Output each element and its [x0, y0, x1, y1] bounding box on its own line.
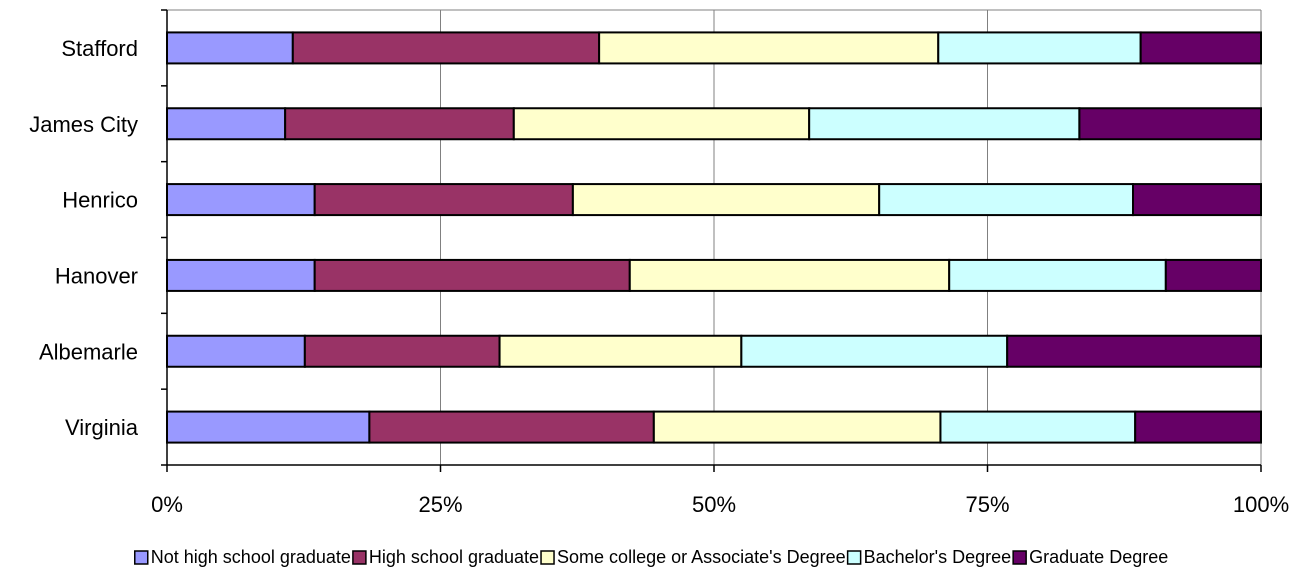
category-labels: Stafford James City Henrico Hanover Albemarl…	[29, 36, 139, 440]
legend-label: Graduate Degree	[1029, 547, 1168, 567]
category-label: Hanover	[55, 263, 138, 288]
x-tick-labels: 0% 25% 50% 75% 100%	[151, 492, 1289, 517]
bars	[166, 31, 1263, 444]
bar-segment	[1078, 107, 1262, 141]
bar-segment	[166, 183, 316, 217]
category-label: Virginia	[65, 415, 139, 440]
bar-segment	[166, 334, 306, 368]
legend-label: High school graduate	[369, 547, 539, 567]
legend-label: Bachelor's Degree	[864, 547, 1012, 567]
bar-segment	[166, 410, 371, 444]
bar-segment	[808, 107, 1081, 141]
bar-segment	[1006, 334, 1263, 368]
bar-segment	[313, 258, 631, 292]
category-label: Albemarle	[39, 339, 138, 364]
bar-segment	[1139, 31, 1263, 65]
bar-segment	[498, 334, 743, 368]
x-tick-label: 0%	[151, 492, 183, 517]
category-label: Stafford	[61, 36, 138, 61]
bar-segment	[571, 183, 881, 217]
legend-item: Some college or Associate's Degree	[540, 547, 846, 567]
legend-swatch	[540, 550, 555, 565]
bar-segment	[878, 183, 1135, 217]
bar-segment	[598, 31, 940, 65]
bar-segment	[652, 410, 942, 444]
legend: Not high school graduate High school grad…	[134, 547, 1168, 567]
bar-segment	[1164, 258, 1263, 292]
category-label: Henrico	[62, 188, 138, 213]
legend-item: High school graduate	[352, 547, 539, 567]
legend-swatch	[1012, 550, 1027, 565]
x-tick-label: 75%	[965, 492, 1009, 517]
legend-item: Graduate Degree	[1012, 547, 1168, 567]
bar-segment	[628, 258, 951, 292]
legend-swatch	[352, 550, 367, 565]
bar-segment	[313, 183, 574, 217]
bar-segment	[291, 31, 601, 65]
bar-segment	[512, 107, 811, 141]
legend-swatch	[846, 550, 862, 565]
bar-segment	[740, 334, 1009, 368]
legend-swatch	[134, 550, 149, 565]
bar-segment	[937, 31, 1142, 65]
grid-lines	[167, 9, 1262, 465]
bar-segment	[948, 258, 1167, 292]
legend-item: Bachelor's Degree	[846, 547, 1012, 567]
bar-segment	[303, 334, 501, 368]
category-label: James City	[29, 112, 138, 137]
bar-segment	[939, 410, 1137, 444]
x-tick-label: 100%	[1233, 492, 1289, 517]
x-tick-label: 25%	[418, 492, 462, 517]
legend-label: Some college or Associate's Degree	[557, 547, 846, 567]
legend-item: Not high school graduate	[134, 547, 351, 567]
bar-segment	[1132, 183, 1262, 217]
legend-label: Not high school graduate	[151, 547, 351, 567]
bar-segment	[1134, 410, 1262, 444]
x-tick-label: 50%	[692, 492, 736, 517]
bar-segment	[166, 107, 287, 141]
bar-segment	[284, 107, 515, 141]
bar-segment	[166, 258, 316, 292]
axes	[161, 9, 1262, 472]
bar-segment	[166, 31, 294, 65]
bar-segment	[368, 410, 655, 444]
